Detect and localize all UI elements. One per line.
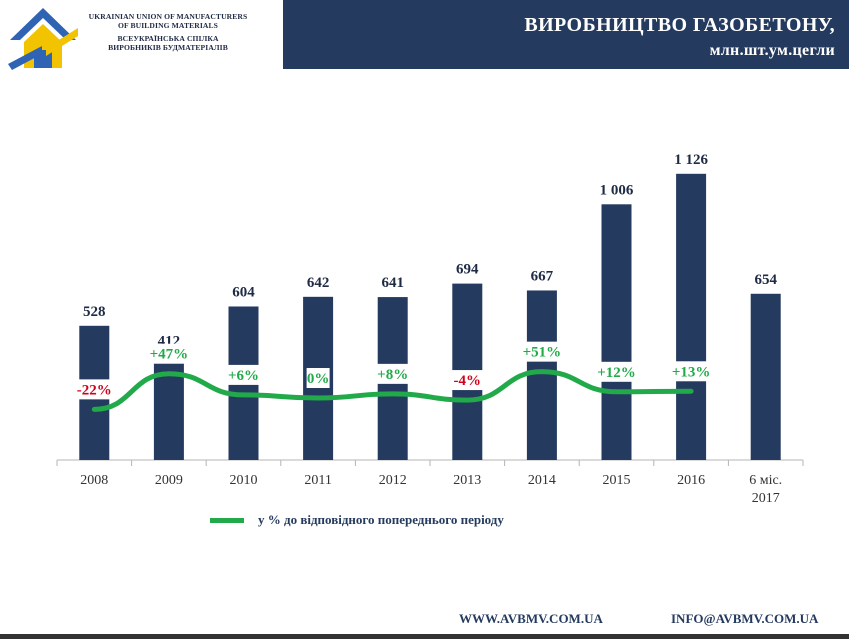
x-tick-label-7: 2015: [603, 473, 631, 488]
growth-label-7: +12%: [597, 365, 636, 381]
x-tick-label-9-1: 2017: [752, 491, 780, 506]
x-tick-label-2: 2010: [230, 473, 258, 488]
legend-line-swatch: [210, 517, 244, 523]
growth-label-box-4: [376, 363, 409, 384]
x-tick-label-6: 2014: [528, 473, 556, 488]
bar-7: [601, 204, 632, 460]
growth-label-4: +8%: [377, 367, 408, 383]
x-tick-label-5: 2013: [453, 473, 481, 488]
growth-label-box-8: [671, 361, 712, 382]
bar-value-label-5: 694: [456, 262, 479, 278]
growth-label-2: +6%: [228, 368, 259, 384]
x-tick-label-9-0: 6 міс.: [749, 473, 782, 488]
org-name-en-line2: OF BUILDING MATERIALS: [118, 21, 218, 30]
bar-8: [676, 173, 707, 460]
growth-label-box-6: [521, 341, 562, 362]
bar-value-label-4: 641: [381, 275, 404, 291]
growth-label-8: +13%: [672, 364, 711, 380]
website-link[interactable]: WWW.AVBMV.COM.UA: [459, 611, 603, 626]
growth-line: [91, 369, 694, 412]
growth-label-3: 0%: [307, 371, 330, 387]
growth-label-0: -22%: [77, 382, 112, 398]
x-tick-label-0: 2008: [80, 473, 108, 488]
bar-value-label-7: 1 006: [600, 182, 634, 198]
house-logo-icon: [8, 8, 78, 70]
bar-value-label-0: 528: [83, 304, 106, 320]
org-name-en-line1: UKRAINIAN UNION OF MANUFACTURERS: [88, 12, 248, 21]
bar-9: [750, 293, 781, 460]
growth-label-5: -4%: [454, 373, 482, 389]
x-tick-label-8: 2016: [677, 473, 705, 488]
growth-label-box-7: [596, 361, 637, 382]
bar-1: [153, 355, 184, 460]
x-tick-label-3: 2011: [304, 473, 331, 488]
org-name-ua-line1: ВСЕУКРАЇНСЬКА СПІЛКА: [117, 34, 219, 43]
bar-value-label-6: 667: [531, 268, 554, 284]
growth-label-box-0: [74, 379, 115, 400]
org-name-ua-line2: ВИРОБНИКІВ БУДМАТЕРІАЛІВ: [108, 43, 228, 52]
growth-label-box-2: [227, 364, 260, 385]
x-tick-label-1: 2009: [155, 473, 183, 488]
bar-value-label-8: 1 126: [674, 152, 708, 168]
bar-value-label-9: 654: [754, 272, 777, 288]
growth-label-6: +51%: [523, 345, 562, 361]
header-bar: ВИРОБНИЦТВО ГАЗОБЕТОНУ, млн.шт.ум.цегли: [283, 0, 849, 69]
x-tick-label-4: 2012: [379, 473, 407, 488]
growth-label-box-1: [148, 343, 189, 364]
chart-legend: у % до відповідного попереднього періоду: [210, 512, 504, 528]
growth-label-box-3: [306, 368, 330, 388]
page-subtitle: млн.шт.ум.цегли: [709, 42, 835, 59]
bar-value-label-2: 604: [232, 284, 255, 300]
bar-value-label-3: 642: [307, 275, 330, 291]
bar-6: [526, 290, 557, 460]
email-link[interactable]: INFO@AVBMV.COM.UA: [671, 611, 819, 626]
growth-label-1: +47%: [150, 347, 189, 363]
growth-label-box-5: [451, 370, 484, 391]
footer-divider: [0, 634, 849, 639]
legend-label: у % до відповідного попереднього періоду: [258, 512, 504, 527]
page-title: ВИРОБНИЦТВО ГАЗОБЕТОНУ,: [524, 14, 835, 36]
organization-name: UKRAINIAN UNION OF MANUFACTURERS OF BUIL…: [78, 12, 258, 52]
